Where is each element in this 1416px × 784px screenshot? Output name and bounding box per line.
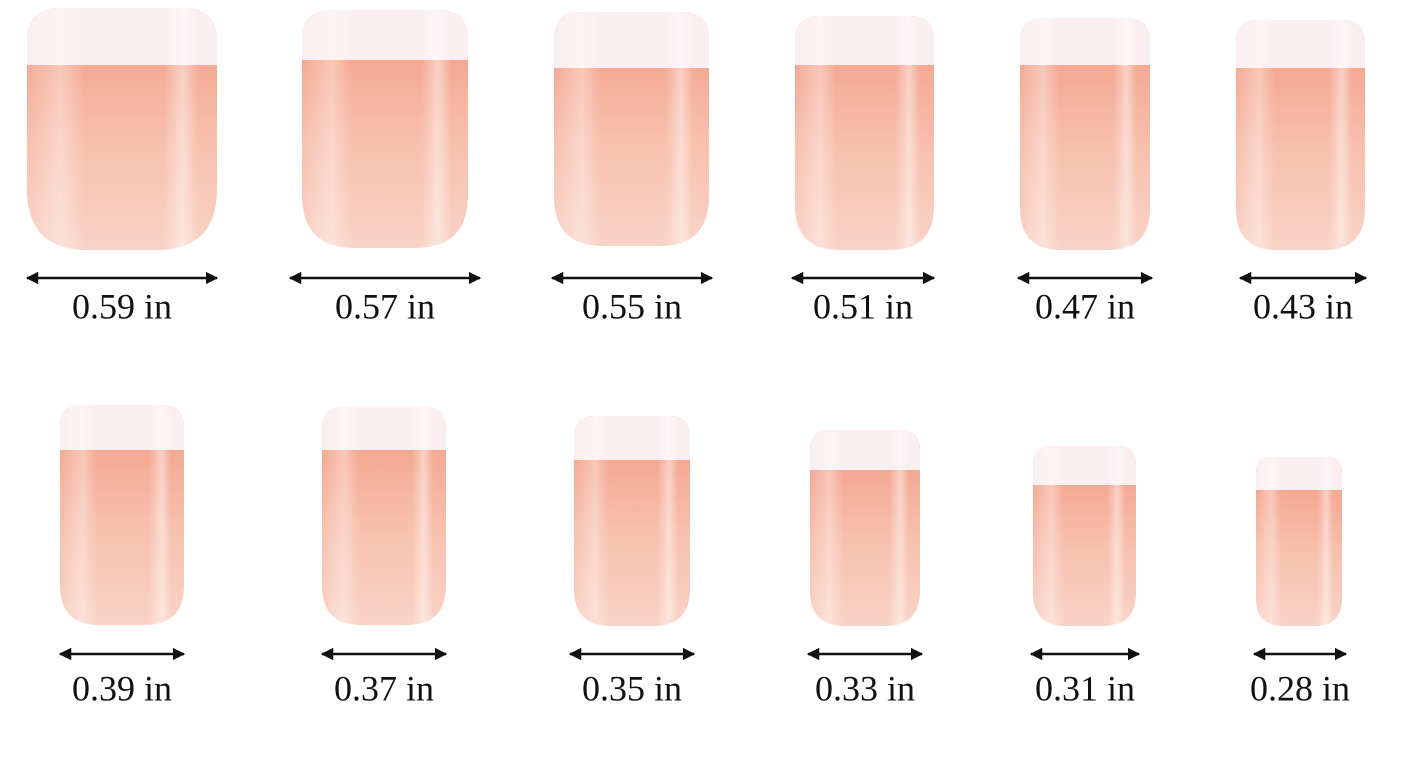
nail-shine [60, 405, 184, 625]
nail-shine [27, 8, 217, 250]
nail-shine [574, 416, 690, 626]
nail-shine [1256, 457, 1342, 626]
nail-shine [810, 430, 920, 626]
size-label: 0.28 in [1250, 668, 1350, 708]
nail-shine [554, 12, 709, 246]
size-label: 0.59 in [72, 286, 172, 326]
nail-shine [795, 16, 934, 250]
size-label: 0.31 in [1035, 668, 1135, 708]
size-label: 0.51 in [813, 286, 913, 326]
nail-shine [322, 407, 446, 625]
size-label: 0.43 in [1253, 286, 1353, 326]
size-label: 0.37 in [334, 668, 434, 708]
size-label: 0.55 in [582, 286, 682, 326]
nail-shine [302, 10, 468, 248]
size-label: 0.47 in [1035, 286, 1135, 326]
size-label: 0.35 in [582, 668, 682, 708]
nail-shine [1020, 18, 1150, 250]
nail-shine [1033, 446, 1136, 626]
size-label: 0.33 in [815, 668, 915, 708]
nail-shine [1236, 20, 1365, 250]
size-label: 0.57 in [335, 286, 435, 326]
size-label: 0.39 in [72, 668, 172, 708]
